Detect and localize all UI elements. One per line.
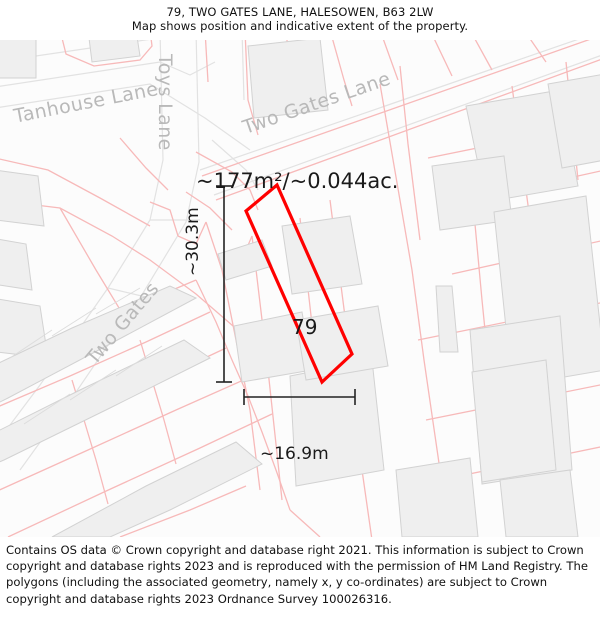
map-attribution-footer: Contains OS data © Crown copyright and d… — [0, 537, 600, 625]
terrace-divider-group — [9, 287, 163, 425]
area-label: ~177m²/~0.044ac. — [196, 169, 399, 193]
page-title: 79, TWO GATES LANE, HALESOWEN, B63 2LW — [166, 5, 434, 19]
vertical-dimension-label: ~30.3m — [183, 207, 203, 276]
page-subtitle: Map shows position and indicative extent… — [131, 19, 469, 33]
vertical-dimension-rule — [216, 185, 232, 383]
map-base-layer — [0, 40, 600, 537]
plot-number-label: 79 — [292, 315, 318, 339]
two-gates-lane-casing — [199, 40, 600, 196]
map-canvas[interactable]: Tanhouse Lane Toys Lane Two Gates Lane T… — [0, 40, 600, 537]
building-group — [0, 40, 600, 537]
horizontal-dimension-rule — [243, 389, 356, 405]
attribution-text: Contains OS data © Crown copyright and d… — [6, 543, 588, 606]
map-header: 79, TWO GATES LANE, HALESOWEN, B63 2LW M… — [0, 0, 600, 40]
property-outline-polygon — [244, 182, 354, 385]
horizontal-dimension-label: ~16.9m — [260, 444, 329, 464]
property-overlay-layer — [216, 182, 356, 405]
